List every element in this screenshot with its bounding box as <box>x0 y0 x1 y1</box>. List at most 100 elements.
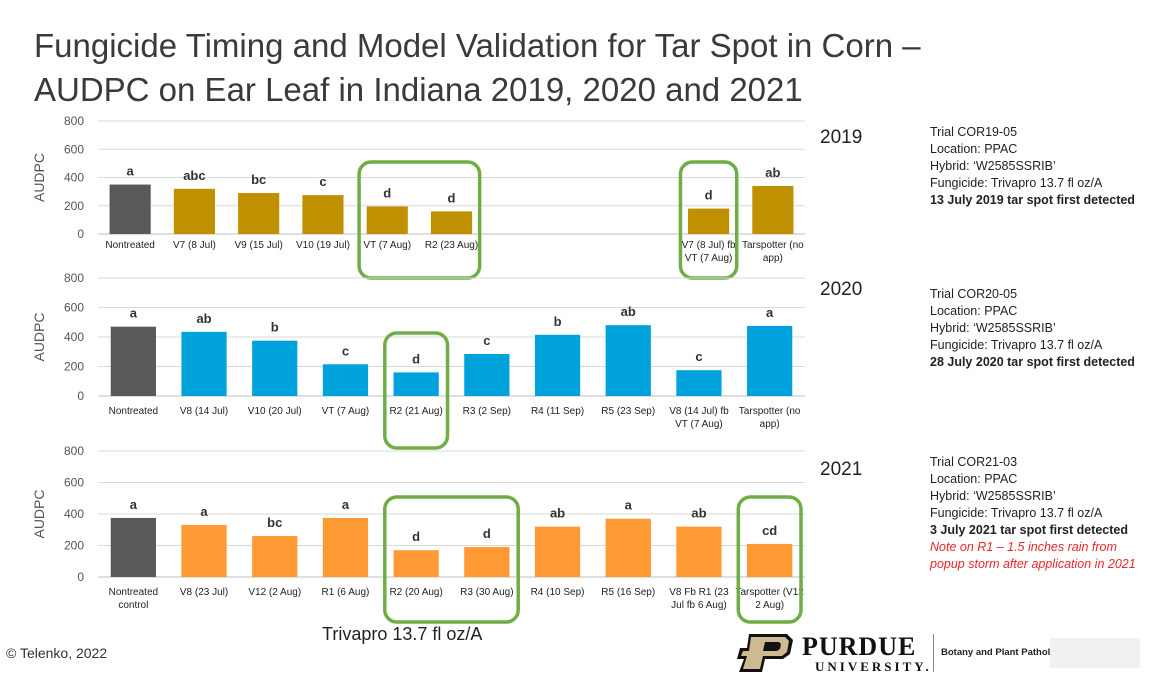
bar <box>605 518 651 577</box>
branding-divider <box>933 634 934 672</box>
category-label: Nontreated <box>109 406 158 417</box>
purdue-p-logo <box>737 634 793 672</box>
category-label-line: V12 (2 Aug) <box>248 587 301 598</box>
y-tick-label: 400 <box>64 330 84 344</box>
trial-line: Trial COR20-05 <box>930 287 1018 301</box>
chart-2021: 0 200 400 600 800 AUDPC a Nontreated control a V8 … <box>31 444 805 624</box>
bar <box>688 208 730 234</box>
y-tick-label: 400 <box>64 171 84 185</box>
bar <box>464 353 510 396</box>
trial-line: Hybrid: ‘W2585SSRIB’ <box>930 159 1056 173</box>
category-label-line: V10 (20 Jul) <box>248 406 302 417</box>
category-label: VT (7 Aug) <box>322 406 370 417</box>
category-label: R4 (10 Sep) <box>531 587 585 598</box>
category-label-line: Nontreated <box>109 406 158 417</box>
category-label-line: R3 (2 Sep) <box>463 406 511 417</box>
significance-letter: ab <box>765 165 780 180</box>
category-label-line: R1 (6 Aug) <box>322 587 370 598</box>
category-label-line: V7 (8 Jul) fb <box>682 240 736 251</box>
significance-letter: b <box>271 320 279 335</box>
significance-letter: a <box>130 497 138 512</box>
bar <box>252 340 298 396</box>
year-label-2019: 2019 <box>820 127 863 148</box>
y-axis-label: AUDPC <box>31 153 47 202</box>
y-tick-label: 600 <box>64 476 84 490</box>
category-label: Tarspotter (no app) <box>739 406 801 430</box>
significance-letter: d <box>412 529 420 544</box>
bar <box>430 211 473 234</box>
purdue-university: UNIVERSITY. <box>815 659 932 674</box>
category-label: R5 (23 Sep) <box>601 406 655 417</box>
category-label-line: 2 Aug) <box>755 600 784 611</box>
significance-letter: b <box>554 314 562 329</box>
category-label: R3 (2 Sep) <box>463 406 511 417</box>
trial-line: Fungicide: Trivapro 13.7 fl oz/A <box>930 338 1103 352</box>
detected-line: 3 July 2021 tar spot first detected <box>930 523 1128 537</box>
bar <box>252 536 298 577</box>
category-label-line: control <box>118 600 148 611</box>
y-axis-label: AUDPC <box>31 489 47 538</box>
bar <box>747 325 793 396</box>
category-label: V9 (15 Jul) <box>235 240 283 251</box>
detected-line: 13 July 2019 tar spot first detected <box>930 193 1135 207</box>
category-label: V8 (23 Jul) <box>180 587 228 598</box>
purdue-name: PURDUE <box>802 632 917 661</box>
significance-letter: d <box>705 188 713 203</box>
fungicide-footer: Trivapro 13.7 fl oz/A <box>322 624 483 644</box>
category-label-line: R5 (16 Sep) <box>601 587 655 598</box>
bar <box>173 188 215 234</box>
y-tick-label: 200 <box>64 539 84 553</box>
category-label-line: R4 (11 Sep) <box>531 406 584 417</box>
category-label-line: VT (7 Aug) <box>685 253 733 264</box>
category-label: R3 (30 Aug) <box>460 587 513 598</box>
significance-letter: bc <box>267 515 282 530</box>
category-label-line: R2 (23 Aug) <box>425 240 478 251</box>
category-label-line: R4 (10 Sep) <box>531 587 585 598</box>
y-tick-label: 200 <box>64 199 84 213</box>
bar <box>534 526 581 577</box>
bar <box>302 195 344 234</box>
rain-note: Note on R1 – 1.5 inches rain from popup … <box>930 540 1136 571</box>
trial-line: Trial COR19-05 <box>930 125 1018 139</box>
category-label-line: Tarspotter (no <box>742 240 804 251</box>
category-label: Nontreated <box>105 240 154 251</box>
trial-line: Trial COR21-03 <box>930 455 1018 469</box>
category-label-line: VT (7 Aug) <box>675 419 723 430</box>
category-label-line: R5 (23 Sep) <box>601 406 655 417</box>
title-line-1: Fungicide Timing and Model Validation fo… <box>34 27 921 64</box>
bar <box>238 193 280 234</box>
significance-letter: c <box>695 349 702 364</box>
detected-line: 28 July 2020 tar spot first detected <box>930 355 1135 369</box>
year-label-2021: 2021 <box>820 459 863 480</box>
bar <box>322 517 369 577</box>
highlight-box <box>383 331 450 450</box>
category-label: V12 (2 Aug) <box>248 587 301 598</box>
category-label-line: Nontreated <box>105 240 154 251</box>
category-label-line: V8 Fb R1 (23 <box>669 587 729 598</box>
significance-letter: a <box>766 305 774 320</box>
bar <box>181 331 227 396</box>
category-label-line: R2 (21 Aug) <box>389 406 442 417</box>
year-label-2020: 2020 <box>820 279 863 300</box>
category-label: V7 (8 Jul) fb VT (7 Aug) <box>682 240 736 264</box>
category-label: V8 (14 Jul) <box>180 406 228 417</box>
y-tick-label: 0 <box>77 227 84 241</box>
trial-info-2019: Trial COR19-05 Location: PPAC Hybrid: ‘W… <box>930 124 1135 209</box>
title-line-2: AUDPC on Ear Leaf in Indiana 2019, 2020 … <box>34 71 803 108</box>
bar <box>605 325 651 396</box>
highlight-box <box>383 495 520 624</box>
bar <box>110 517 156 577</box>
trial-line: Location: PPAC <box>930 142 1018 156</box>
significance-letter: a <box>127 164 135 179</box>
trial-line: Fungicide: Trivapro 13.7 fl oz/A <box>930 176 1103 190</box>
category-label: R5 (16 Sep) <box>601 587 655 598</box>
trial-info-2021: Trial COR21-03 Location: PPAC Hybrid: ‘W… <box>930 454 1155 573</box>
trial-line: Hybrid: ‘W2585SSRIB’ <box>930 489 1056 503</box>
y-tick-label: 0 <box>77 570 84 584</box>
category-label-line: R3 (30 Aug) <box>460 587 513 598</box>
significance-letter: ab <box>550 506 565 521</box>
y-tick-label: 800 <box>64 444 84 458</box>
y-tick-label: 800 <box>64 114 84 128</box>
category-label: R1 (6 Aug) <box>322 587 370 598</box>
